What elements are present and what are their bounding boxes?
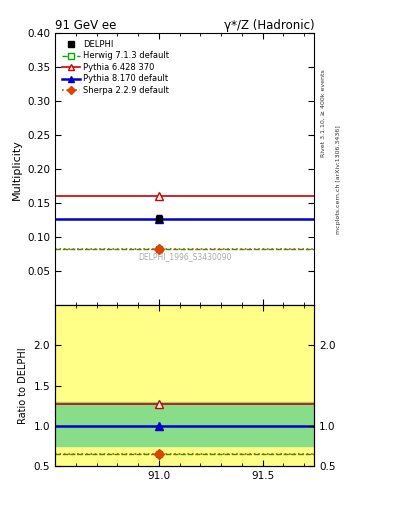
Legend: DELPHI, Herwig 7.1.3 default, Pythia 6.428 370, Pythia 8.170 default, Sherpa 2.2: DELPHI, Herwig 7.1.3 default, Pythia 6.4… — [59, 37, 172, 97]
Text: Rivet 3.1.10, ≥ 400k events: Rivet 3.1.10, ≥ 400k events — [320, 69, 325, 157]
Text: γ*/Z (Hadronic): γ*/Z (Hadronic) — [224, 19, 314, 32]
Text: DELPHI_1996_S3430090: DELPHI_1996_S3430090 — [138, 252, 231, 261]
Bar — [55, 401, 314, 446]
Text: mcplots.cern.ch [arXiv:1306.3436]: mcplots.cern.ch [arXiv:1306.3436] — [336, 125, 341, 233]
Text: 91 GeV ee: 91 GeV ee — [55, 19, 116, 32]
Bar — [55, 305, 314, 466]
Y-axis label: Ratio to DELPHI: Ratio to DELPHI — [18, 347, 28, 424]
Y-axis label: Multiplicity: Multiplicity — [11, 139, 22, 200]
